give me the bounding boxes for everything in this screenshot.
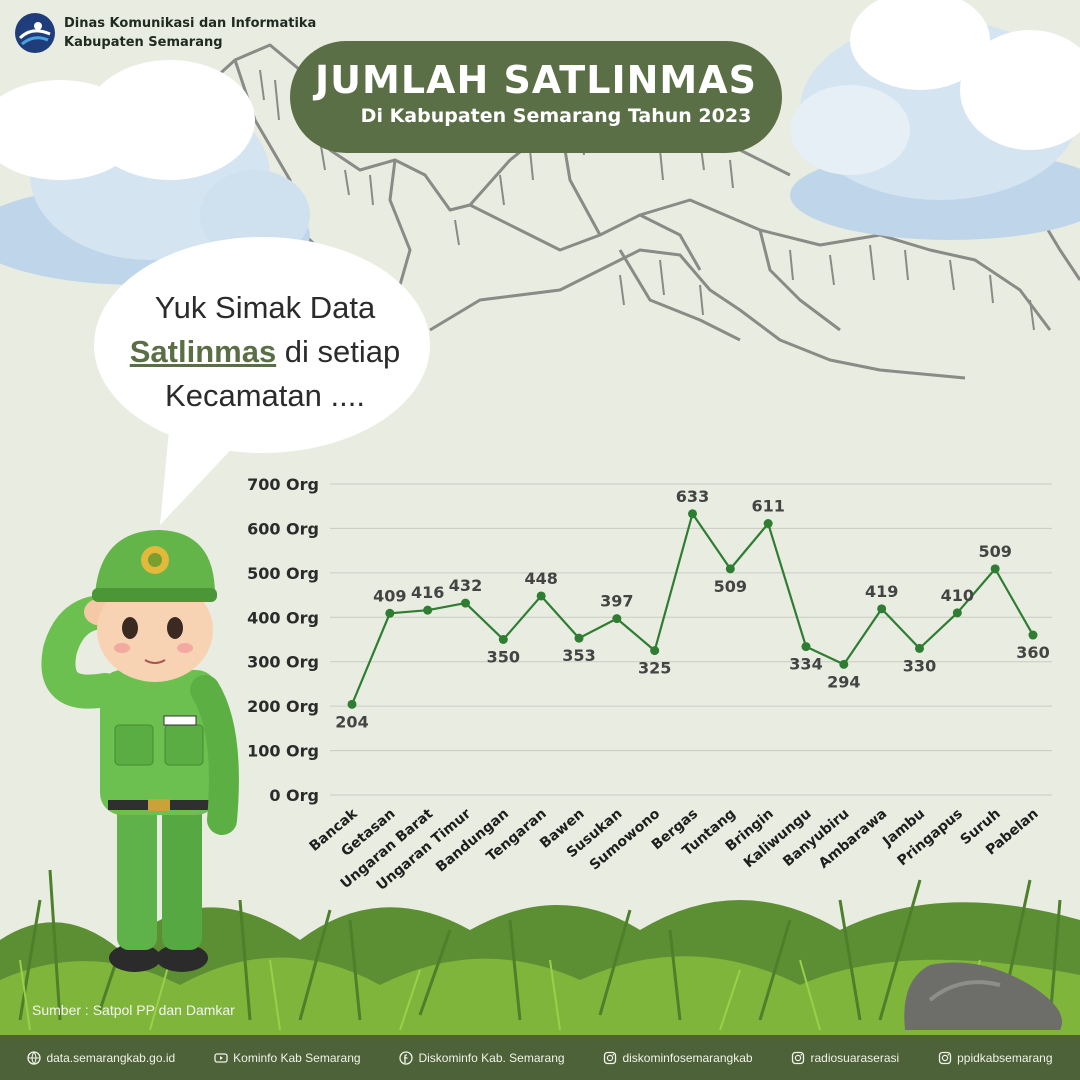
org-name-line2: Kabupaten Semarang [64, 35, 223, 50]
data-label: 419 [865, 582, 898, 601]
data-label: 509 [978, 542, 1011, 561]
grass [0, 869, 1080, 1040]
data-label: 416 [411, 583, 444, 602]
speech-bubble-text: Yuk Simak Data Satlinmas di setiap Kecam… [108, 286, 422, 418]
title-banner: JUMLAH SATLINMAS Di Kabupaten Semarang T… [290, 41, 782, 153]
data-point [915, 643, 924, 653]
cloud-right [790, 0, 1080, 240]
footer-label: Kominfo Kab Semarang [233, 1050, 361, 1065]
cloud-left [0, 60, 310, 285]
footer-label: data.semarangkab.go.id [46, 1050, 176, 1065]
data-point [688, 509, 697, 519]
data-label: 350 [487, 648, 520, 667]
data-label: 611 [751, 497, 784, 516]
data-point [347, 699, 357, 709]
footer-link-instagram-radio[interactable]: radiosuaraserasi [791, 1051, 899, 1065]
data-label: 448 [524, 569, 557, 588]
data-label: 330 [903, 656, 936, 675]
y-tick-label: 500 Org [247, 564, 319, 583]
data-point [725, 564, 735, 574]
data-point [423, 605, 433, 615]
data-point [801, 642, 811, 652]
data-point [763, 519, 773, 529]
data-point [1028, 630, 1038, 640]
footer-link-instagram-diskominfo[interactable]: diskominfosemarangkab [603, 1050, 753, 1065]
instagram-icon [604, 1051, 617, 1064]
data-label: 360 [1016, 643, 1049, 662]
satlinmas-officer-illustration [41, 530, 239, 972]
source-note: Sumber : Satpol PP dan Damkar [32, 1002, 235, 1018]
footer-link-facebook[interactable]: Diskominfo Kab. Semarang [399, 1050, 565, 1065]
data-label: 633 [676, 487, 709, 506]
footer-label: diskominfosemarangkab [622, 1050, 753, 1065]
data-point [952, 608, 962, 618]
footer-label: ppidkabsemarang [957, 1050, 1053, 1065]
org-header: Dinas Komunikasi dan Informatika Kabupat… [14, 12, 316, 54]
data-label: 325 [638, 659, 671, 678]
page-subtitle: Di Kabupaten Semarang Tahun 2023 [360, 105, 752, 127]
data-point [574, 633, 584, 643]
footer-label: radiosuaraserasi [810, 1050, 900, 1065]
data-point [498, 635, 508, 644]
globe-icon [27, 1050, 42, 1065]
data-point [839, 659, 849, 669]
data-point [461, 598, 470, 608]
bubble-highlight: Satlinmas [129, 334, 277, 369]
y-tick-label: 200 Org [247, 697, 319, 716]
footer-link-instagram-ppid[interactable]: ppidkabsemarang [938, 1050, 1053, 1065]
bubble-line3: Kecamatan .... [165, 378, 365, 413]
y-tick-label: 300 Org [247, 653, 319, 672]
y-tick-label: 600 Org [247, 519, 319, 538]
data-point [385, 608, 395, 618]
series-line [350, 512, 1034, 705]
data-label: 432 [449, 576, 482, 595]
data-label: 353 [562, 646, 595, 665]
footer-link-youtube[interactable]: Kominfo Kab Semarang [214, 1050, 361, 1065]
y-tick-label: 0 Org [269, 786, 319, 805]
y-tick-label: 700 Org [247, 475, 319, 494]
bubble-line2: Satlinmas di setiap [108, 330, 422, 374]
instagram-icon [938, 1051, 952, 1064]
data-label: 294 [827, 672, 860, 691]
data-point [650, 646, 660, 656]
data-label: 509 [714, 577, 747, 596]
data-label: 204 [335, 712, 368, 731]
instagram-icon [792, 1051, 805, 1064]
data-label: 397 [600, 592, 633, 611]
y-tick-label: 100 Org [247, 742, 319, 761]
footer-bar: data.semarangkab.go.id Kominfo Kab Semar… [0, 1035, 1080, 1080]
data-point [612, 614, 622, 624]
bubble-line2-rest: di setiap [276, 334, 401, 369]
bubble-line1: Yuk Simak Data [154, 290, 376, 325]
youtube-icon [214, 1052, 228, 1063]
footer-label: Diskominfo Kab. Semarang [418, 1050, 565, 1065]
data-point [877, 604, 887, 614]
data-point [536, 591, 546, 601]
kominfo-logo-icon [15, 13, 55, 53]
footer-link-website[interactable]: data.semarangkab.go.id [27, 1051, 175, 1065]
speech-bubble [94, 237, 430, 525]
y-tick-label: 400 Org [247, 608, 319, 627]
data-label: 409 [373, 586, 406, 605]
facebook-icon [399, 1050, 414, 1065]
org-name-line1: Dinas Komunikasi dan Informatika [64, 16, 317, 31]
page-title: JUMLAH SATLINMAS [315, 58, 757, 102]
data-label: 334 [789, 655, 822, 674]
data-label: 410 [941, 586, 974, 605]
rock [904, 962, 1062, 1030]
data-point [990, 564, 1000, 574]
